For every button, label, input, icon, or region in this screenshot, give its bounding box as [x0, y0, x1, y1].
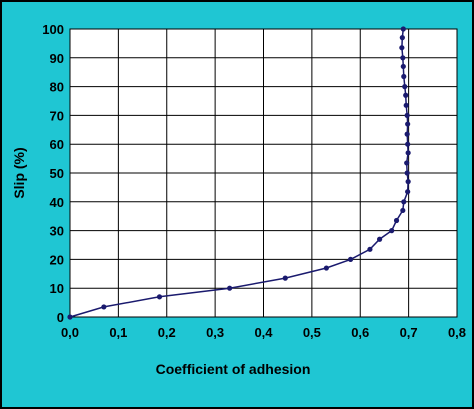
data-point [377, 236, 383, 242]
x-axis-title: Coefficient of adhesion [156, 361, 311, 377]
x-tick-label: 0,0 [61, 325, 79, 340]
data-point [404, 160, 410, 166]
y-tick-label: 70 [50, 108, 64, 123]
data-point [405, 141, 411, 147]
data-point [401, 199, 407, 205]
data-point [400, 207, 406, 214]
y-tick-labels: 0 10 20 30 40 50 60 70 80 90 100 [42, 22, 64, 325]
data-point [405, 189, 411, 195]
data-point [405, 150, 411, 156]
x-tick-label: 0,6 [351, 325, 369, 340]
data-point [400, 55, 406, 61]
data-point [403, 102, 409, 108]
data-point [404, 131, 410, 137]
data-point [399, 35, 405, 41]
data-point [393, 217, 400, 224]
y-tick-label: 60 [50, 137, 64, 152]
data-point [227, 285, 233, 291]
data-point [400, 26, 406, 32]
data-point [282, 275, 288, 281]
data-point [323, 265, 329, 271]
y-tick-label: 80 [50, 80, 64, 95]
data-point [405, 121, 411, 127]
data-point [402, 84, 408, 90]
data-point [67, 314, 73, 320]
x-tick-labels: 0,0 0,1 0,2 0,3 0,4 0,5 0,6 0,7 0,8 [61, 325, 466, 340]
y-tick-label: 90 [50, 51, 64, 66]
x-tick-label: 0,7 [400, 325, 418, 340]
y-tick-label: 100 [42, 22, 64, 37]
data-point [367, 246, 373, 252]
grid-lines [69, 28, 458, 318]
y-tick-label: 50 [50, 166, 64, 181]
data-point [405, 179, 411, 185]
y-tick-label: 20 [50, 252, 64, 267]
y-tick-label: 30 [50, 224, 64, 239]
x-tick-label: 0,8 [448, 325, 466, 340]
data-point [403, 92, 409, 98]
x-tick-label: 0,3 [206, 325, 224, 340]
x-tick-label: 0,1 [109, 325, 127, 340]
x-tick-label: 0,4 [254, 325, 273, 340]
data-point [401, 73, 407, 80]
data-point [404, 170, 410, 176]
data-point [156, 294, 163, 300]
data-point [400, 63, 406, 70]
x-tick-label: 0,5 [303, 325, 321, 340]
y-axis-title: Slip (%) [11, 147, 27, 198]
data-point [404, 112, 410, 118]
x-tick-label: 0,2 [158, 325, 176, 340]
y-tick-label: 10 [50, 281, 64, 296]
data-point [389, 228, 395, 234]
data-point [101, 304, 107, 310]
data-point [347, 256, 354, 262]
y-tick-label: 40 [50, 195, 64, 210]
series-markers [67, 26, 411, 320]
data-point [399, 45, 405, 51]
y-tick-label: 0 [57, 310, 64, 325]
